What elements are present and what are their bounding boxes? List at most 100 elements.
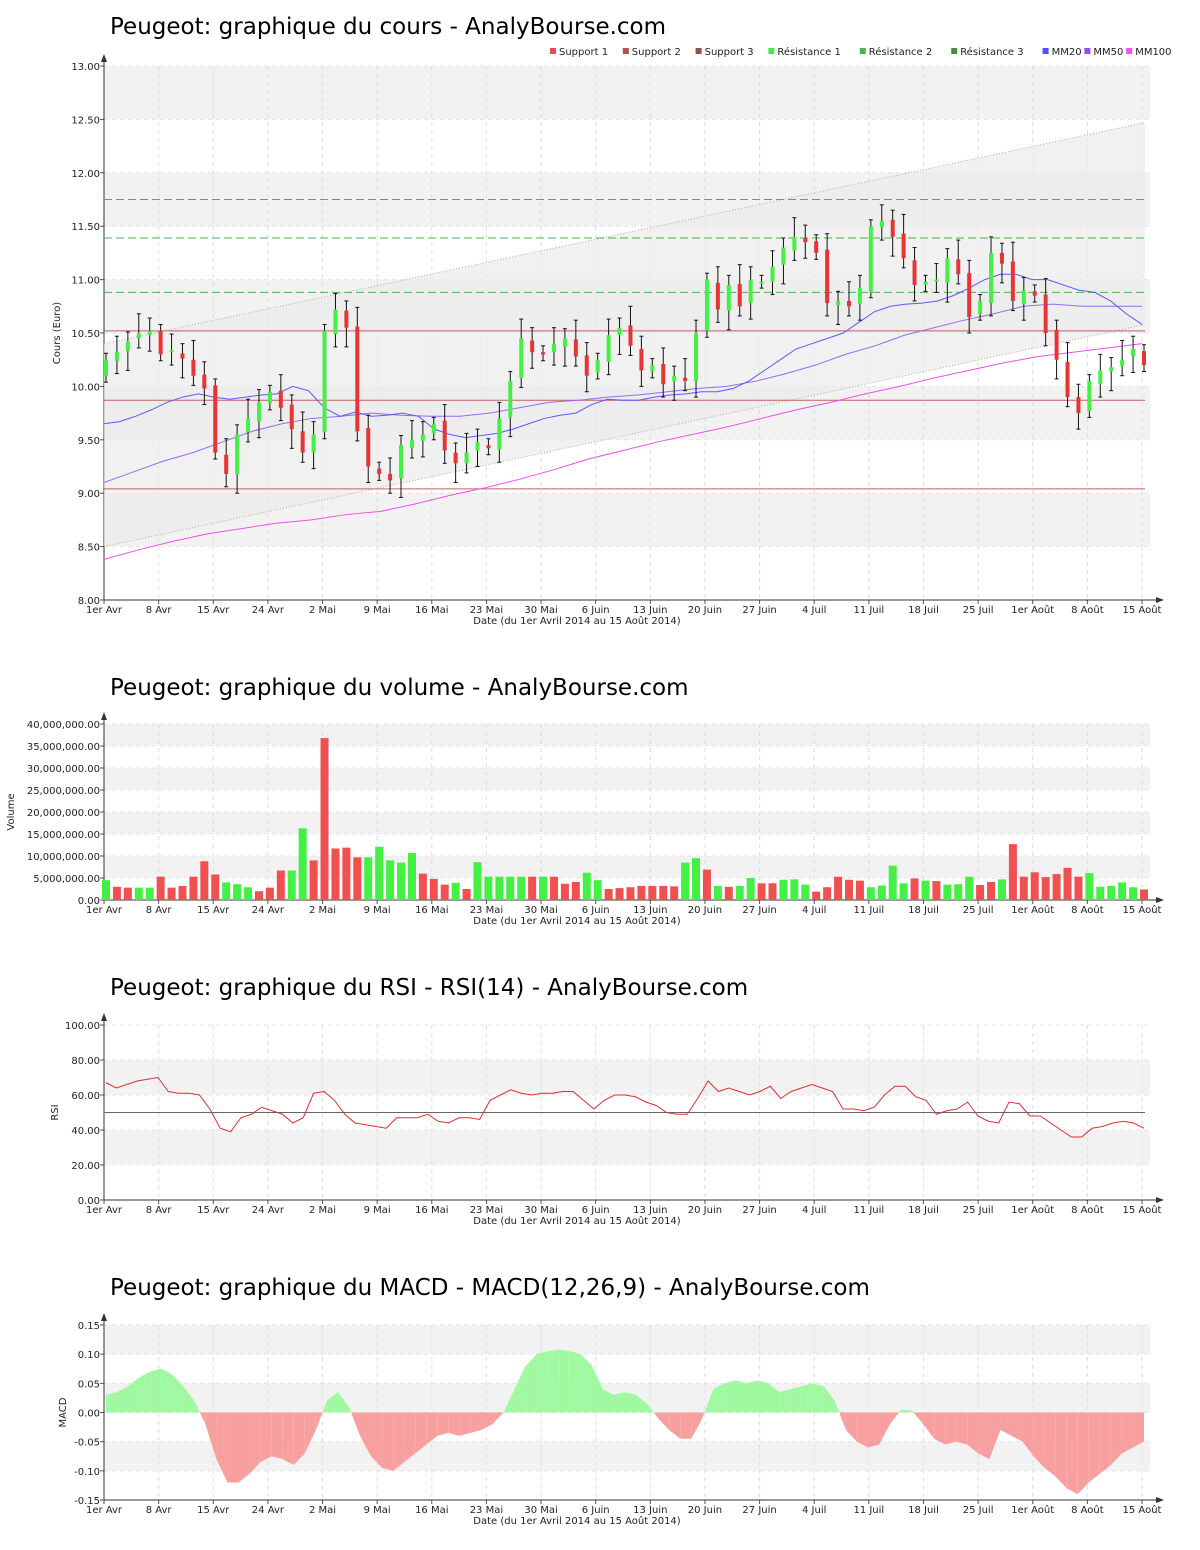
macd-positive-area (602, 1389, 614, 1413)
volume-band (104, 724, 1150, 746)
volume-y-arrow (101, 712, 107, 720)
macd-negative-area (304, 1412, 316, 1454)
candle-down (158, 330, 163, 355)
candle-up (256, 402, 261, 422)
macd-negative-area (359, 1412, 372, 1457)
volume-bar (375, 846, 384, 900)
candle-up (562, 338, 567, 347)
rsi-xtick-label: 27 Juin (742, 1205, 776, 1216)
volume-bar (298, 828, 307, 900)
candle-down (639, 349, 644, 371)
volume-bar (1129, 887, 1138, 900)
volume-bar (386, 860, 395, 900)
macd-negative-area (437, 1412, 449, 1436)
price-ytick-label: 8.00 (78, 596, 100, 607)
macd-xtick-label: 25 Juil (963, 1505, 994, 1516)
legend-swatch (1042, 48, 1049, 54)
rsi-xtick-label: 15 Août (1123, 1204, 1162, 1216)
candle-down (366, 428, 371, 467)
rsi-x-arrow (1156, 1197, 1164, 1203)
volume-bar (364, 857, 373, 900)
volume-ytick-label: 25,000,000.00 (27, 786, 100, 797)
candle-up (169, 350, 174, 353)
macd-xtick-label: 15 Août (1123, 1504, 1162, 1516)
candle-up (945, 258, 950, 283)
candle-up (464, 452, 469, 464)
candle-down (803, 237, 808, 243)
macd-negative-area (1066, 1412, 1078, 1495)
macd-positive-area (790, 1386, 802, 1413)
volume-bar (965, 876, 974, 900)
volume-bar (156, 876, 165, 900)
legend-label: Résistance 3 (960, 46, 1023, 58)
volume-bar (1008, 844, 1017, 900)
macd-positive-area (536, 1351, 548, 1413)
rsi-xtick-label: 2 Mai (309, 1205, 336, 1216)
macd-xlabel: Date (du 1er Avril 2014 au 15 Août 2014) (473, 1515, 681, 1527)
rsi-ytick-label: 40.00 (71, 1126, 100, 1137)
volume-bar (987, 881, 996, 900)
macd-negative-area (1110, 1412, 1122, 1465)
legend-swatch (1126, 48, 1133, 54)
volume-bar (134, 887, 143, 900)
legend-swatch (550, 48, 556, 54)
volume-bar (757, 883, 766, 900)
macd-negative-area (404, 1412, 416, 1463)
volume-bar (200, 861, 209, 900)
volume-bar (528, 876, 537, 900)
price-xtick-label: 15 Avr (197, 605, 230, 616)
candle-down (486, 445, 491, 449)
macd-negative-area (1132, 1412, 1144, 1448)
macd-xtick-label: 27 Juin (742, 1505, 776, 1516)
macd-positive-area (128, 1377, 140, 1413)
candle-up (770, 266, 775, 282)
rsi-line (105, 1076, 1145, 1138)
rsi-ytick-label: 20.00 (71, 1161, 100, 1172)
macd-positive-area (704, 1389, 714, 1413)
macd-negative-area (691, 1412, 703, 1439)
price-xtick-label: 15 Août (1123, 604, 1162, 616)
candle-up (606, 335, 611, 362)
candle-down (289, 404, 294, 430)
rsi-xtick-label: 15 Avr (197, 1205, 230, 1216)
candle-up (431, 423, 436, 434)
candle-up (836, 300, 841, 306)
macd-negative-area (989, 1412, 1001, 1460)
volume-x-arrow (1156, 897, 1164, 903)
volume-xtick-label: 15 Août (1123, 904, 1162, 916)
volume-ytick-label: 15,000,000.00 (27, 830, 100, 841)
volume-xtick-label: 1er Août (1011, 904, 1054, 916)
candle-down (683, 377, 688, 382)
candle-up (989, 252, 994, 304)
macd-positive-area (735, 1380, 747, 1413)
macd-positive-area (901, 1409, 913, 1413)
volume-xtick-label: 30 Mai (524, 905, 557, 916)
price-x-arrow (1156, 597, 1164, 603)
macd-negative-area (1099, 1412, 1111, 1474)
volume-xlabel: Date (du 1er Avril 2014 au 15 Août 2014) (473, 915, 681, 927)
macd-ytick-label: 0.10 (78, 1350, 100, 1361)
price-band (104, 66, 1150, 120)
macd-negative-area (1011, 1412, 1023, 1442)
volume-bar (429, 878, 438, 900)
candle-down (912, 260, 917, 285)
candle-down (890, 219, 895, 237)
volume-bar (178, 885, 187, 900)
macd-positive-area (823, 1386, 835, 1413)
macd-ytick-label: -0.05 (74, 1438, 100, 1449)
macd-xtick-label: 9 Mai (364, 1505, 391, 1516)
macd-positive-area (558, 1349, 570, 1413)
macd-xtick-label: 1er Avr (86, 1505, 123, 1516)
candle-down (1010, 261, 1015, 301)
volume-bar (287, 870, 296, 900)
candle-down (377, 468, 382, 474)
volume-bar (123, 887, 132, 900)
volume-bar (539, 876, 548, 900)
volume-ytick-label: 20,000,000.00 (27, 808, 100, 819)
price-ytick-label: 9.50 (78, 436, 100, 447)
rsi-xtick-label: 13 Juin (633, 1205, 667, 1216)
candle-up (704, 279, 709, 331)
volume-bar (932, 881, 941, 900)
volume-bar (167, 887, 176, 900)
candle-down (1065, 361, 1070, 398)
